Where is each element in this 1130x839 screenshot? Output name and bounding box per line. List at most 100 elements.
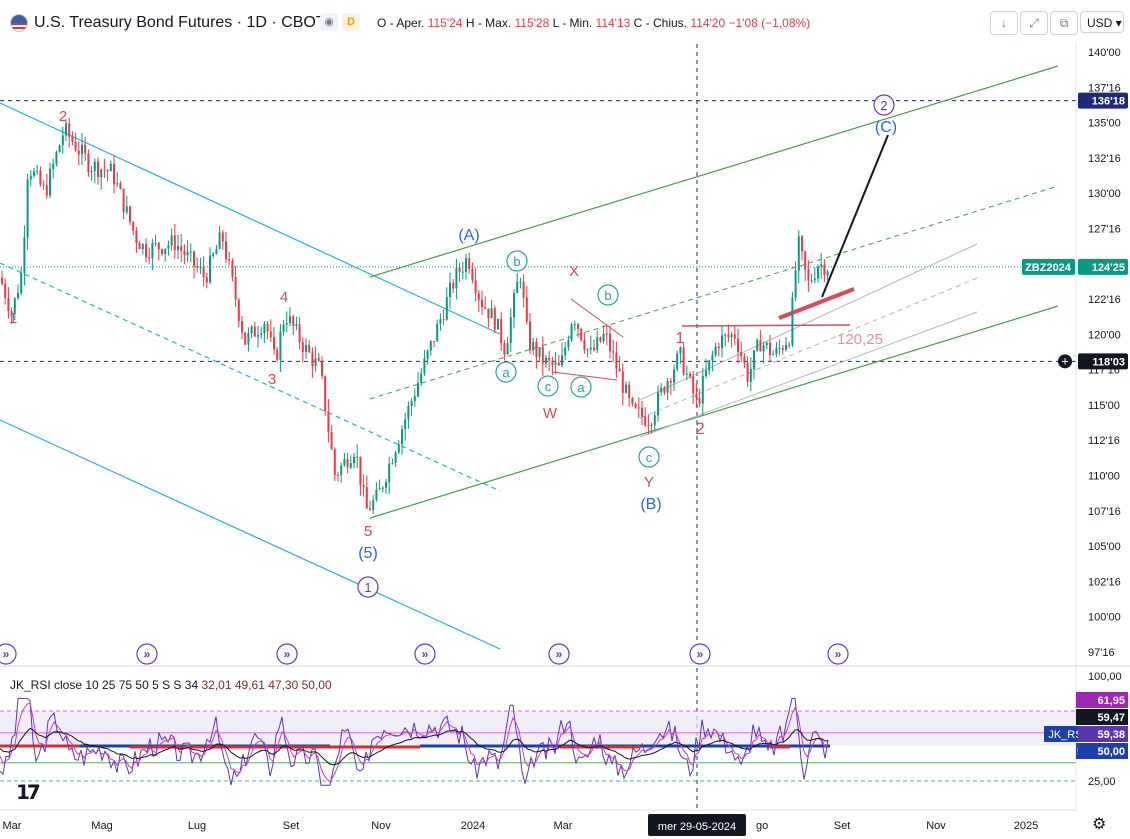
wave-c2-teal: c [646, 450, 653, 465]
candle-body [621, 371, 624, 393]
rsi-legend[interactable]: JK_RSI close 10 25 75 50 5 S S 34 32,01 … [10, 678, 332, 692]
candle-body [692, 376, 695, 394]
candle-body [183, 250, 186, 256]
candle-body [113, 163, 115, 185]
candle-body [237, 299, 240, 322]
candle-body [407, 406, 410, 420]
rsi-legend-v4: 50,00 [301, 678, 332, 692]
drawings-layer: 120,25 [0, 44, 1076, 810]
candle-body [769, 342, 771, 355]
candle-body [804, 251, 807, 270]
candle-body [490, 308, 493, 319]
candle-body [209, 255, 211, 283]
wave-1-red-2024: 1 [676, 330, 685, 347]
candle-body [657, 392, 659, 416]
candle-body [586, 349, 589, 351]
candle-body [317, 358, 320, 361]
candle-body [305, 345, 307, 353]
candle-body [225, 241, 227, 260]
rsi-label-50-val-bg [1078, 743, 1128, 759]
change-value: −1'08 (−1,08%) [728, 16, 811, 30]
rsi-label-e-value: 59,47 [1097, 712, 1125, 724]
candle-body [138, 242, 141, 250]
ohlc-readout: O - Aper. 115'24 H - Max. 115'28 L - Min… [377, 16, 810, 30]
candle-body [701, 375, 704, 404]
candle-body [660, 387, 663, 393]
candle-body [823, 264, 826, 276]
candle-body [733, 334, 736, 339]
candle-body [644, 416, 647, 426]
wave-2-purple: 2 [880, 98, 887, 113]
candle-body [116, 183, 119, 185]
candle-body [762, 345, 765, 352]
candle-body [193, 251, 195, 267]
candle-body [721, 335, 723, 349]
wave-1-red: 1 [9, 310, 17, 327]
candle-body [637, 407, 640, 409]
time-tick-label: Mar [3, 820, 22, 832]
price-label-118-bg [1078, 353, 1128, 370]
candle-body [218, 232, 221, 249]
wave-5-red: 5 [364, 523, 372, 540]
candle-body [279, 331, 282, 360]
symbol-title[interactable]: U.S. Treasury Bond Futures · 1D · CBOT [34, 14, 326, 31]
candle-body [573, 324, 576, 326]
green-channel-top [369, 65, 1059, 278]
low-label: L - Min. [552, 16, 593, 30]
expand-icon[interactable]: ⤢ [1020, 11, 1048, 35]
candle-body [74, 142, 77, 151]
candle-body [135, 230, 138, 243]
candle-body [650, 425, 653, 427]
candle-body [551, 360, 554, 365]
candle-body [362, 485, 365, 488]
open-label: O - Aper. [377, 16, 425, 30]
candle-body [177, 246, 179, 251]
symbol-label: ZBZ2024 [1025, 262, 1072, 274]
event-marker-glyph: » [422, 647, 429, 661]
rsi-band [0, 711, 1076, 746]
candle-body [164, 248, 167, 254]
candle-body [161, 249, 163, 254]
candle-body [7, 298, 10, 311]
candle-body [260, 333, 263, 336]
candle-body [170, 235, 173, 246]
candle-body [612, 351, 615, 353]
candle-body [711, 355, 714, 361]
layout-icon[interactable]: ⧉ [1050, 11, 1078, 35]
delayed-badge[interactable]: D [342, 13, 360, 31]
candle-body [180, 246, 183, 251]
candle-body [813, 278, 816, 281]
price-tick-label: 137'16 [1088, 82, 1121, 94]
rsi-label-jk-val-bg [1078, 726, 1128, 742]
eye-icon[interactable]: ◉ [320, 13, 338, 31]
candle-body [500, 318, 503, 344]
candle-body [817, 266, 819, 279]
candle-body [609, 333, 611, 352]
gear-icon[interactable]: ⚙ [1092, 816, 1107, 833]
price-tick-label: 105'00 [1088, 541, 1121, 553]
wave-W-red: W [543, 405, 558, 422]
arrow-down-icon[interactable]: ↓ [990, 11, 1018, 35]
event-marker-glyph: » [835, 647, 842, 661]
candle-body [26, 179, 29, 238]
rsi-axis-100: 100,00 [1088, 671, 1122, 683]
candle-body [810, 280, 813, 282]
time-tick-label: Mar [554, 820, 573, 832]
candle-body [577, 324, 579, 329]
high-value: 115'28 [514, 16, 550, 30]
candle-body [583, 339, 586, 350]
cyan-channel-mid [0, 262, 501, 492]
candle-body [122, 188, 125, 213]
candle-body [413, 396, 416, 402]
rsi-label-s-val-bg [1078, 692, 1128, 708]
candle-body [93, 161, 96, 172]
candle-body [570, 324, 573, 341]
price-label-136-bg [1078, 92, 1128, 109]
candle-body [356, 456, 359, 458]
candle-body [465, 258, 467, 272]
candle-body [109, 163, 112, 172]
time-tick-label: Lug [188, 820, 206, 832]
currency-select[interactable]: USD ▾ [1080, 11, 1124, 33]
